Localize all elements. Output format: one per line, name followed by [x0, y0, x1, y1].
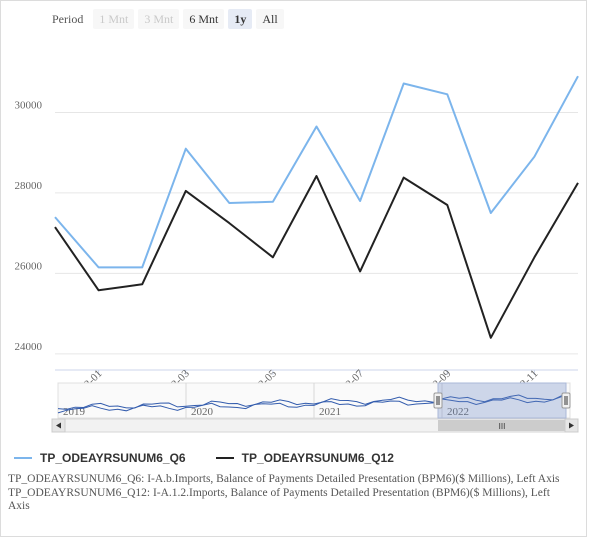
chevron-left-icon	[56, 422, 61, 429]
navigator-year-label: 2020	[191, 406, 214, 418]
navigator-handle-left[interactable]	[433, 392, 443, 409]
navigator-series-q12	[57, 396, 571, 414]
y-tick-label: 26000	[15, 260, 43, 272]
period-6-month-button[interactable]: 6 Mnt	[183, 9, 225, 29]
chevron-right-icon	[569, 422, 574, 429]
legend-swatch-q12	[215, 457, 234, 459]
y-tick-label: 30000	[15, 99, 43, 111]
y-tick-label: 28000	[15, 180, 43, 192]
y-tick-label: 24000	[15, 341, 43, 353]
period-1-month-button[interactable]: 1 Mnt	[93, 9, 135, 29]
period-selector: Period 1 Mnt 3 Mnt 6 Mnt 1y All	[52, 8, 284, 30]
navigator-scrollbar-grip: III	[499, 422, 506, 431]
navigator-handle-right[interactable]	[561, 392, 571, 409]
legend: TP_ODEAYRSUNUM6_Q6 TP_ODEAYRSUNUM6_Q12	[14, 448, 574, 468]
legend-swatch-q6	[14, 457, 32, 459]
legend-label-q12: TP_ODEAYRSUNUM6_Q12	[241, 451, 394, 465]
period-3-month-button[interactable]: 3 Mnt	[138, 9, 180, 29]
line-chart: 240002600028000300002022-012022-032022-0…	[15, 75, 579, 433]
navigator-selection[interactable]	[437, 382, 567, 419]
navigator-series-q6	[57, 394, 571, 410]
series-line-q6[interactable]	[54, 75, 579, 269]
navigator-year-label: 2021	[319, 406, 341, 418]
series-note-q6: TP_ODEAYRSUNUM6_Q6: I-A.b.Imports, Balan…	[8, 473, 560, 485]
series-line-q12[interactable]	[54, 175, 579, 339]
period-all-button[interactable]: All	[256, 9, 284, 29]
legend-item-q6[interactable]: TP_ODEAYRSUNUM6_Q6	[14, 451, 186, 465]
series-notes: TP_ODEAYRSUNUM6_Q6: I-A.b.Imports, Balan…	[8, 473, 568, 514]
navigator-year-label: 2022	[447, 406, 469, 418]
legend-item-q12[interactable]: TP_ODEAYRSUNUM6_Q12	[215, 451, 394, 465]
legend-label-q6: TP_ODEAYRSUNUM6_Q6	[40, 451, 186, 465]
period-label: Period	[52, 11, 84, 26]
period-1-year-button[interactable]: 1y	[228, 9, 253, 29]
series-note-q12: TP_ODEAYRSUNUM6_Q12: I-A.1.2.Imports, Ba…	[8, 486, 550, 513]
navigator-scrollbar-thumb[interactable]	[438, 420, 566, 431]
